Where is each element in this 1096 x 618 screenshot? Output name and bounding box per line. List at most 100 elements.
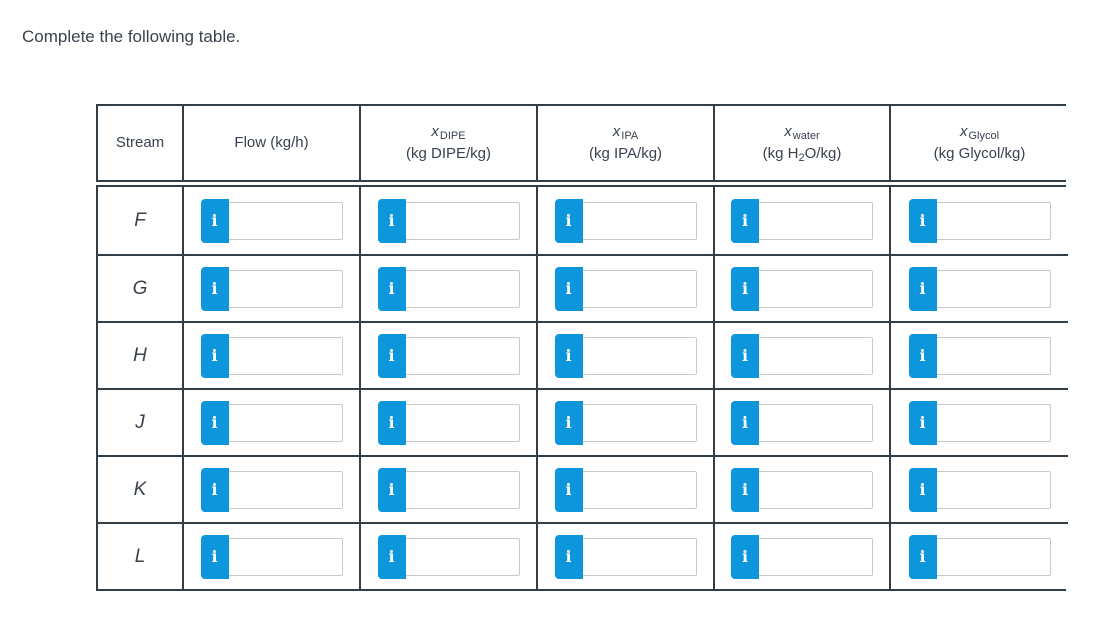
unit-subscript: 2 bbox=[798, 152, 805, 164]
value-input[interactable] bbox=[936, 336, 1051, 375]
value-input[interactable] bbox=[759, 269, 873, 308]
info-button[interactable]: i bbox=[554, 400, 583, 445]
table-cell-x-glycol: i bbox=[889, 455, 1068, 522]
value-input[interactable] bbox=[582, 403, 697, 442]
info-button[interactable]: i bbox=[200, 400, 229, 445]
header-unit-line: (kg H2O/kg) bbox=[763, 143, 842, 165]
value-input[interactable] bbox=[582, 269, 697, 308]
info-button[interactable]: i bbox=[731, 467, 759, 512]
info-button[interactable]: i bbox=[908, 333, 937, 378]
info-button[interactable]: i bbox=[731, 400, 759, 445]
value-input[interactable] bbox=[582, 537, 697, 576]
value-input[interactable] bbox=[759, 403, 873, 442]
answer-input-group: i bbox=[200, 467, 343, 512]
value-input[interactable] bbox=[228, 201, 343, 240]
info-button[interactable]: i bbox=[200, 198, 229, 243]
info-button[interactable]: i bbox=[200, 266, 229, 311]
info-button[interactable]: i bbox=[200, 333, 229, 378]
header-unit-line: (kg IPA/kg) bbox=[589, 143, 662, 165]
page-title: Complete the following table. bbox=[22, 27, 241, 46]
info-button[interactable]: i bbox=[200, 534, 229, 579]
info-icon: i bbox=[741, 546, 749, 566]
header-cell-x-ipa: xIPA (kg IPA/kg) bbox=[536, 106, 713, 180]
info-button[interactable]: i bbox=[908, 534, 937, 579]
answer-input-group: i bbox=[200, 534, 343, 579]
value-input[interactable] bbox=[405, 403, 520, 442]
info-button[interactable]: i bbox=[200, 467, 229, 512]
info-button[interactable]: i bbox=[908, 400, 937, 445]
info-button[interactable]: i bbox=[377, 333, 406, 378]
info-icon: i bbox=[388, 278, 395, 298]
value-input[interactable] bbox=[405, 269, 520, 308]
info-icon: i bbox=[565, 210, 572, 230]
header-unit-line: (kg Glycol/kg) bbox=[934, 143, 1026, 165]
info-icon: i bbox=[565, 278, 572, 298]
data-table: Stream Flow (kg/h) xDIPE (kg DIPE/kg) xI… bbox=[96, 104, 1068, 591]
value-input[interactable] bbox=[582, 201, 697, 240]
answer-input-group: i bbox=[731, 467, 873, 512]
stream-label: G bbox=[132, 277, 148, 299]
value-input[interactable] bbox=[228, 537, 343, 576]
value-input[interactable] bbox=[936, 470, 1051, 509]
value-input[interactable] bbox=[228, 269, 343, 308]
info-button[interactable]: i bbox=[377, 266, 406, 311]
value-input[interactable] bbox=[759, 201, 873, 240]
value-input[interactable] bbox=[228, 336, 343, 375]
header-cell-x-water: xwater (kg H2O/kg) bbox=[713, 106, 889, 180]
info-button[interactable]: i bbox=[377, 534, 406, 579]
info-button[interactable]: i bbox=[908, 467, 937, 512]
info-icon: i bbox=[919, 345, 926, 365]
info-button[interactable]: i bbox=[554, 333, 583, 378]
table-cell-flow: i bbox=[182, 388, 359, 455]
value-input[interactable] bbox=[405, 336, 520, 375]
info-button[interactable]: i bbox=[908, 198, 937, 243]
answer-input-group: i bbox=[731, 333, 873, 378]
info-button[interactable]: i bbox=[731, 198, 759, 243]
answer-input-group: i bbox=[200, 266, 343, 311]
table-cell-x-ipa: i bbox=[536, 187, 713, 254]
table-cell-flow: i bbox=[182, 187, 359, 254]
value-input[interactable] bbox=[405, 470, 520, 509]
x-symbol: x bbox=[431, 123, 439, 141]
table-body: F i i i i i G i i i i i H i i i i i J i … bbox=[96, 185, 1068, 591]
info-button[interactable]: i bbox=[554, 467, 583, 512]
value-input[interactable] bbox=[936, 201, 1051, 240]
value-input[interactable] bbox=[405, 537, 520, 576]
value-input[interactable] bbox=[936, 537, 1051, 576]
stream-label: H bbox=[133, 344, 147, 366]
info-button[interactable]: i bbox=[554, 198, 583, 243]
table-cell-x-ipa: i bbox=[536, 321, 713, 388]
info-button[interactable]: i bbox=[554, 266, 583, 311]
value-input[interactable] bbox=[405, 201, 520, 240]
table-cell-x-dipe: i bbox=[359, 321, 536, 388]
table-cell-x-ipa: i bbox=[536, 522, 713, 589]
value-input[interactable] bbox=[759, 336, 873, 375]
value-input[interactable] bbox=[936, 403, 1051, 442]
value-input[interactable] bbox=[228, 470, 343, 509]
value-input[interactable] bbox=[759, 537, 873, 576]
value-input[interactable] bbox=[936, 269, 1051, 308]
info-button[interactable]: i bbox=[731, 534, 759, 579]
answer-input-group: i bbox=[908, 400, 1051, 445]
answer-input-group: i bbox=[554, 266, 697, 311]
info-button[interactable]: i bbox=[908, 266, 937, 311]
info-icon: i bbox=[565, 479, 572, 499]
info-button[interactable]: i bbox=[731, 333, 759, 378]
info-button[interactable]: i bbox=[377, 400, 406, 445]
table-cell-x-dipe: i bbox=[359, 455, 536, 522]
stream-label: K bbox=[133, 478, 147, 500]
info-button[interactable]: i bbox=[377, 198, 406, 243]
answer-input-group: i bbox=[377, 467, 520, 512]
value-input[interactable] bbox=[228, 403, 343, 442]
info-icon: i bbox=[565, 546, 572, 566]
value-input[interactable] bbox=[759, 470, 873, 509]
info-button[interactable]: i bbox=[731, 266, 759, 311]
header-cell-x-glycol: xGlycol (kg Glycol/kg) bbox=[889, 106, 1068, 180]
info-button[interactable]: i bbox=[377, 467, 406, 512]
answer-input-group: i bbox=[200, 400, 343, 445]
table-cell-x-glycol: i bbox=[889, 187, 1068, 254]
value-input[interactable] bbox=[582, 470, 697, 509]
info-button[interactable]: i bbox=[554, 534, 583, 579]
value-input[interactable] bbox=[582, 336, 697, 375]
x-symbol: x bbox=[612, 123, 621, 141]
